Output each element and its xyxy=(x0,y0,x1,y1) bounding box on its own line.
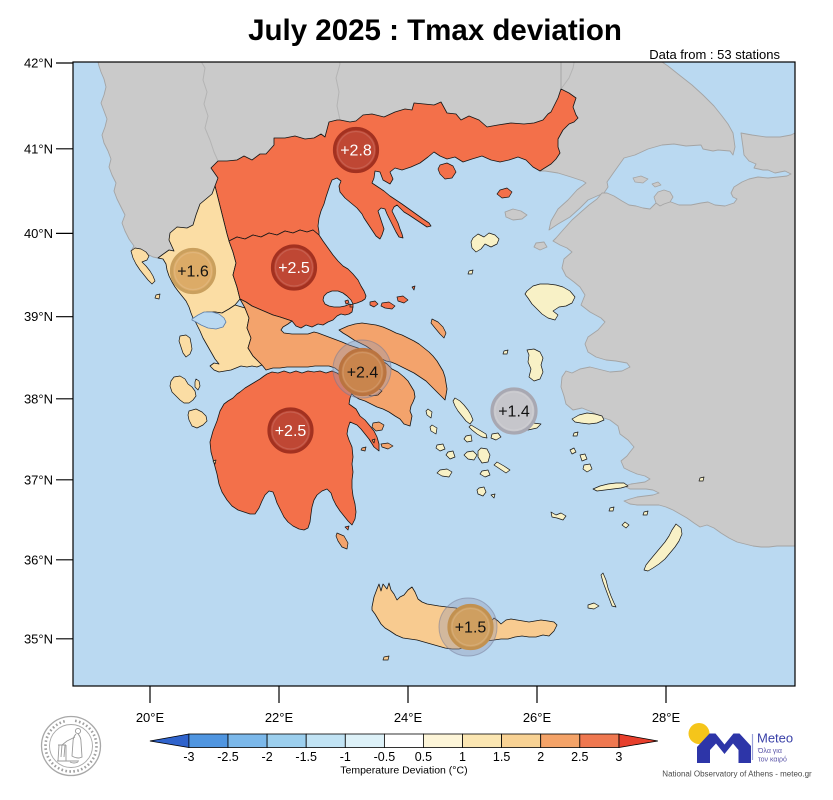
svg-text:1.5: 1.5 xyxy=(493,750,510,764)
svg-text:τον καιρό: τον καιρό xyxy=(758,756,787,764)
svg-text:July 2025 : Tmax deviation: July 2025 : Tmax deviation xyxy=(248,14,622,47)
svg-text:3: 3 xyxy=(615,750,622,764)
svg-text:40°N: 40°N xyxy=(24,226,53,241)
svg-text:+2.5: +2.5 xyxy=(278,260,310,277)
svg-text:+2.8: +2.8 xyxy=(340,143,372,160)
svg-text:-1: -1 xyxy=(340,750,351,764)
svg-text:2.5: 2.5 xyxy=(571,750,588,764)
svg-text:-1.5: -1.5 xyxy=(295,750,317,764)
svg-text:-2.5: -2.5 xyxy=(217,750,239,764)
svg-text:+1.5: +1.5 xyxy=(455,620,487,637)
svg-text:-2: -2 xyxy=(262,750,273,764)
svg-text:+2.4: +2.4 xyxy=(347,365,379,382)
svg-text:National Observatory of Athens: National Observatory of Athens - meteo.g… xyxy=(662,770,812,779)
svg-text:+1.4: +1.4 xyxy=(498,404,530,421)
svg-text:1: 1 xyxy=(459,750,466,764)
svg-text:24°E: 24°E xyxy=(394,710,423,725)
svg-text:39°N: 39°N xyxy=(24,309,53,324)
svg-text:Temperature Deviation (°C): Temperature Deviation (°C) xyxy=(340,765,467,777)
svg-text:+1.6: +1.6 xyxy=(177,264,209,281)
svg-text:35°N: 35°N xyxy=(24,631,53,646)
svg-text:2: 2 xyxy=(537,750,544,764)
svg-text:36°N: 36°N xyxy=(24,552,53,567)
svg-text:-3: -3 xyxy=(183,750,194,764)
svg-text:37°N: 37°N xyxy=(24,472,53,487)
svg-text:38°N: 38°N xyxy=(24,391,53,406)
svg-text:26°E: 26°E xyxy=(523,710,552,725)
svg-text:0.5: 0.5 xyxy=(415,750,432,764)
svg-text:41°N: 41°N xyxy=(24,141,53,156)
svg-text:22°E: 22°E xyxy=(265,710,294,725)
svg-text:Meteo: Meteo xyxy=(757,731,793,746)
svg-text:+2.5: +2.5 xyxy=(275,423,307,440)
svg-text:42°N: 42°N xyxy=(24,56,53,71)
svg-text:-0.5: -0.5 xyxy=(374,750,396,764)
svg-text:Όλα για: Όλα για xyxy=(757,748,782,755)
svg-text:Data from : 53 stations: Data from : 53 stations xyxy=(649,47,780,62)
svg-text:28°E: 28°E xyxy=(652,710,681,725)
svg-text:20°E: 20°E xyxy=(136,710,165,725)
